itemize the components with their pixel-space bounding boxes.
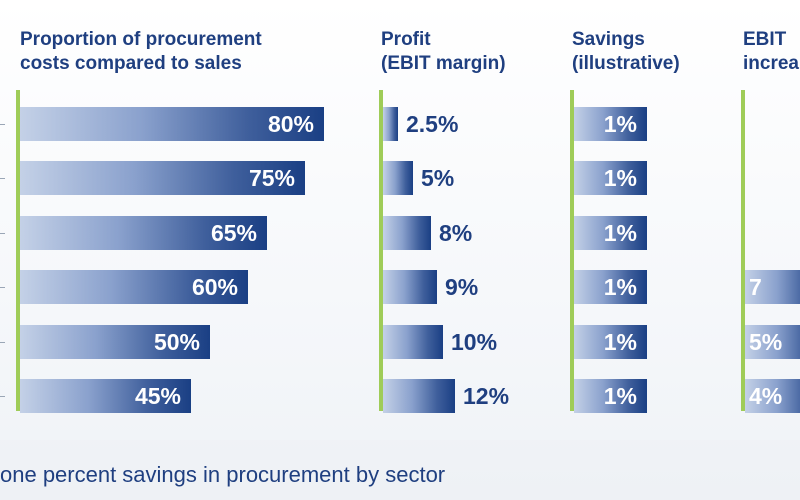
chart-caption: one percent savings in procurement by se… bbox=[0, 462, 446, 487]
bar bbox=[574, 270, 647, 304]
axis-tick bbox=[0, 178, 5, 179]
axis-tick bbox=[0, 233, 5, 234]
data-label: 1% bbox=[603, 220, 637, 246]
data-label: 75% bbox=[248, 165, 295, 191]
data-label: 45% bbox=[134, 383, 181, 409]
bar bbox=[383, 325, 443, 359]
data-label: 60% bbox=[191, 274, 238, 300]
bar bbox=[383, 270, 437, 304]
bar bbox=[20, 107, 324, 141]
axis-tick bbox=[0, 396, 5, 397]
bar bbox=[574, 216, 647, 250]
bar bbox=[574, 107, 647, 141]
panel-axis-line bbox=[379, 90, 383, 411]
panel-axis-line bbox=[570, 90, 574, 411]
data-label: 65% bbox=[210, 220, 257, 246]
bar bbox=[574, 379, 647, 413]
bar bbox=[20, 270, 248, 304]
data-label: 7 bbox=[749, 274, 762, 300]
axis-tick bbox=[0, 287, 5, 288]
bar bbox=[20, 216, 267, 250]
bar bbox=[745, 379, 800, 413]
data-label: 1% bbox=[603, 383, 637, 409]
axis-tick bbox=[0, 124, 5, 125]
data-label: 12% bbox=[463, 383, 510, 409]
bar bbox=[20, 325, 210, 359]
data-label: 50% bbox=[153, 329, 200, 355]
bar bbox=[20, 379, 191, 413]
data-label: 8% bbox=[439, 220, 473, 246]
data-label: 80% bbox=[267, 111, 314, 137]
data-label: 1% bbox=[603, 329, 637, 355]
data-label: 5% bbox=[749, 329, 783, 355]
bar bbox=[383, 379, 455, 413]
bar bbox=[574, 161, 647, 195]
panel-title: Savings (illustrative) bbox=[572, 29, 680, 74]
bar bbox=[383, 161, 413, 195]
data-label: 1% bbox=[603, 111, 637, 137]
panel-title: Profit (EBIT margin) bbox=[381, 29, 506, 74]
bar bbox=[574, 325, 647, 359]
panel-title: Proportion of procurement costs compared… bbox=[20, 29, 262, 74]
axis-tick bbox=[0, 342, 5, 343]
bar bbox=[383, 107, 398, 141]
data-label: 4% bbox=[749, 383, 783, 409]
data-label: 10% bbox=[451, 329, 498, 355]
bar bbox=[383, 216, 431, 250]
bar bbox=[745, 270, 800, 304]
panel-axis-line bbox=[741, 90, 745, 411]
data-label: 1% bbox=[603, 274, 637, 300]
data-label: 2.5% bbox=[406, 111, 459, 137]
data-label: 5% bbox=[421, 165, 455, 191]
panel-title: EBIT increa bbox=[743, 29, 799, 74]
data-label: 9% bbox=[445, 274, 479, 300]
panel-axis-line bbox=[16, 90, 20, 411]
data-label: 1% bbox=[603, 165, 637, 191]
bar bbox=[20, 161, 305, 195]
bar bbox=[745, 325, 800, 359]
